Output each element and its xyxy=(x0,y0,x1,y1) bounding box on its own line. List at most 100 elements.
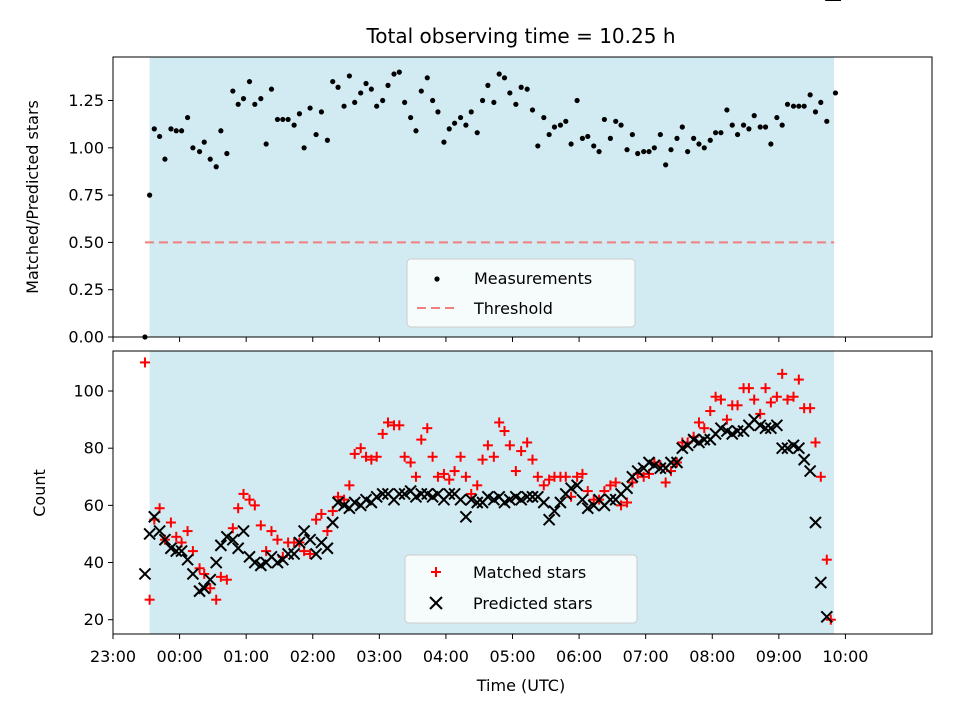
measurement-point xyxy=(518,84,524,90)
x-tick-label: 08:00 xyxy=(689,647,735,666)
matched-star-point xyxy=(527,454,538,465)
predicted-star-point xyxy=(781,441,794,455)
predicted-star-point xyxy=(503,493,517,506)
bottom-y-ticks: 20 40 60 80 100 xyxy=(73,382,113,629)
predicted-star-point xyxy=(293,536,306,549)
predicted-star-point xyxy=(631,464,644,478)
measurements-legend-label: Measurements xyxy=(474,269,592,288)
measurement-point xyxy=(646,148,652,155)
measurement-point xyxy=(235,101,241,107)
x-tick-label: 02:00 xyxy=(290,647,336,666)
matched-star-point xyxy=(432,471,443,482)
predicted-star-point xyxy=(393,487,406,501)
x-tick-label: 07:00 xyxy=(623,647,669,666)
predicted-star-point xyxy=(548,504,561,518)
measurement-point xyxy=(663,162,669,168)
measurement-point xyxy=(173,128,179,134)
matched-star-point xyxy=(522,437,533,448)
matched-star-point xyxy=(261,546,272,557)
matched-star-point xyxy=(394,420,405,431)
measurement-point xyxy=(346,73,352,79)
predicted-star-point xyxy=(654,461,667,475)
measurement-point xyxy=(318,109,325,115)
predicted-star-point xyxy=(670,456,684,469)
predicted-star-point xyxy=(459,510,473,524)
bottom-legend: Matched stars Predicted stars xyxy=(404,554,638,624)
measurement-point xyxy=(418,88,424,94)
top-ytick-label: 0.50 xyxy=(68,233,104,252)
measurement-point xyxy=(774,114,780,121)
measurement-point xyxy=(607,135,613,141)
measurement-point xyxy=(591,143,597,149)
matched-star-point xyxy=(821,554,832,565)
measurement-point xyxy=(240,96,247,102)
bottom-ytick-label: 20 xyxy=(84,610,104,629)
measurement-point xyxy=(341,103,347,109)
bottom-x-ticks: 23:00 00:00 01:00 02:00 03:00 04:00 05:00 06:00… xyxy=(90,634,868,666)
measurement-point xyxy=(430,97,436,104)
matched-legend-label: Matched stars xyxy=(473,563,586,582)
bottom-ylabel: Count xyxy=(30,469,49,517)
measurement-point xyxy=(818,99,824,106)
measurement-point xyxy=(396,69,402,75)
measurement-point xyxy=(674,135,680,141)
predicted-star-point xyxy=(175,544,188,558)
predicted-star-point xyxy=(443,487,456,501)
predicted-star-point xyxy=(454,493,467,506)
measurement-point xyxy=(524,86,530,92)
matched-star-point xyxy=(333,491,344,502)
measurement-point xyxy=(762,124,769,130)
matched-star-point xyxy=(238,488,249,499)
matched-star-point xyxy=(211,594,222,605)
measurement-point xyxy=(190,145,196,151)
measurement-point xyxy=(729,122,735,128)
predicted-star-point xyxy=(198,582,211,595)
measurement-point xyxy=(157,133,163,140)
matched-star-point xyxy=(233,503,244,514)
matched-star-point xyxy=(182,526,193,537)
measurement-point xyxy=(147,192,153,198)
measurement-point xyxy=(496,71,502,77)
predicted-star-point xyxy=(714,421,728,435)
measurement-point xyxy=(635,150,641,157)
measurement-point xyxy=(363,80,369,87)
measurement-point xyxy=(718,130,724,136)
bottom-legend-box xyxy=(404,554,638,624)
matched-star-point xyxy=(139,357,150,368)
measurement-point xyxy=(218,128,224,134)
measurement-point xyxy=(391,71,397,77)
measurement-point xyxy=(285,116,291,123)
measurement-point xyxy=(479,97,486,104)
matched-star-point xyxy=(743,383,754,394)
predicted-legend-label: Predicted stars xyxy=(473,594,593,613)
matched-star-point xyxy=(699,423,710,434)
matched-star-point xyxy=(449,466,460,477)
measurement-point xyxy=(751,113,757,119)
matched-star-point xyxy=(399,451,410,462)
top-ylabel: Matched/Predicted stars xyxy=(23,100,42,294)
top-legend: Measurements Threshold xyxy=(406,258,636,328)
measurement-point xyxy=(178,128,185,134)
matched-star-point xyxy=(560,471,571,482)
measurement-point xyxy=(451,120,458,126)
measurement-point xyxy=(263,141,269,147)
predicted-star-point xyxy=(370,490,383,503)
predicted-star-point xyxy=(170,544,183,558)
measurement-point xyxy=(707,137,713,143)
matched-star-point xyxy=(405,457,416,468)
matched-star-point xyxy=(638,471,649,482)
measurement-point xyxy=(546,131,552,138)
matched-star-point xyxy=(777,368,788,379)
matched-star-point xyxy=(382,417,393,428)
measurement-point xyxy=(463,122,469,128)
measurement-point xyxy=(307,105,313,111)
measurement-point xyxy=(330,78,336,85)
measurement-point xyxy=(474,130,480,136)
matched-star-point xyxy=(616,500,627,511)
predicted-star-point xyxy=(398,487,411,501)
x-tick-label: 00:00 xyxy=(157,647,203,666)
matched-star-point xyxy=(255,520,266,531)
matched-star-point xyxy=(194,563,205,574)
predicted-star-point xyxy=(287,547,301,561)
measurement-point xyxy=(485,82,491,88)
